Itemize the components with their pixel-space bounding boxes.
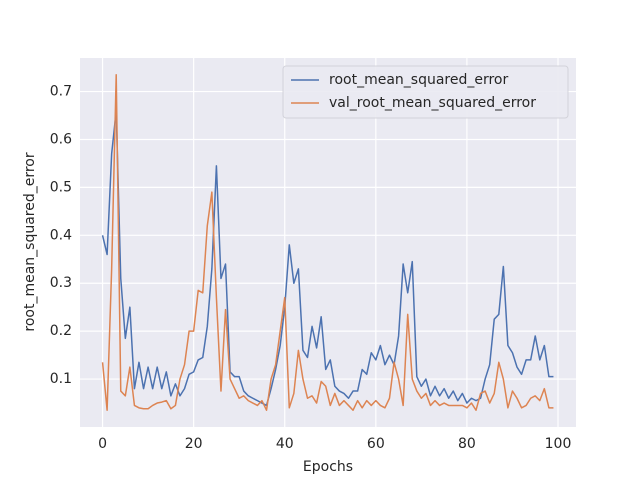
x-tick-label: 60 — [367, 436, 385, 452]
legend-label: val_root_mean_squared_error — [329, 95, 536, 111]
x-tick-label: 80 — [458, 436, 476, 452]
x-tick-label: 20 — [185, 436, 203, 452]
y-tick-label: 0.6 — [50, 131, 72, 147]
y-tick-label: 0.7 — [50, 84, 72, 100]
y-tick-label: 0.4 — [50, 227, 72, 243]
y-tick-label: 0.1 — [50, 371, 72, 387]
y-tick-label: 0.2 — [50, 323, 72, 339]
line-series — [101, 74, 554, 411]
y-tick-label: 0.5 — [50, 179, 72, 195]
legend-label: root_mean_squared_error — [329, 72, 508, 88]
x-tick-label: 100 — [545, 436, 572, 452]
x-axis-label: Epochs — [303, 459, 353, 475]
legend: root_mean_squared_error val_root_mean_squ… — [282, 65, 569, 119]
y-tick-label: 0.3 — [50, 275, 72, 291]
x-tick-label: 0 — [98, 436, 107, 452]
y-axis-label: root_mean_squared_error — [22, 152, 38, 331]
legend-box — [282, 65, 569, 119]
x-tick-label: 40 — [276, 436, 294, 452]
